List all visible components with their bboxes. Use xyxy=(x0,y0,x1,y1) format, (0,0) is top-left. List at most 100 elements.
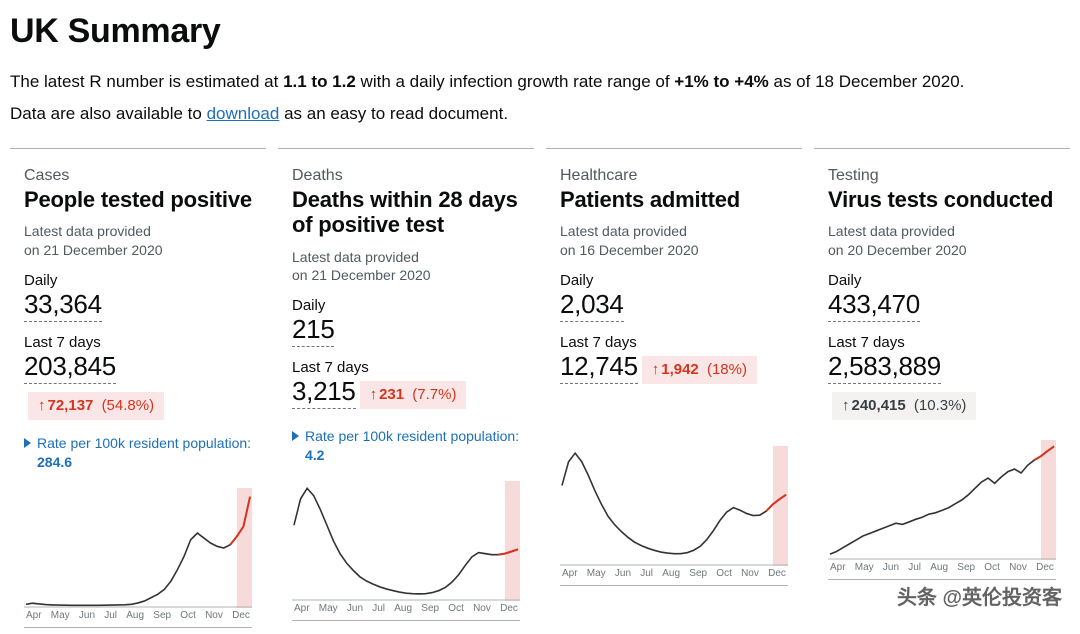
change-badge: ↑ 240,415 (10.3%) xyxy=(832,392,976,420)
card-divider xyxy=(292,616,520,621)
arrow-up-icon: ↑ xyxy=(38,397,46,414)
month-label: Sep xyxy=(421,603,439,614)
month-label: May xyxy=(51,610,70,621)
cards-row: Cases People tested positive Latest data… xyxy=(10,148,1070,634)
change-pct: (54.8%) xyxy=(102,397,155,414)
card-sub: Latest data provided on 21 December 2020 xyxy=(292,248,520,286)
rate-toggle[interactable]: Rate per 100k resident population: 284.6 xyxy=(24,434,252,472)
daily-value: 215 xyxy=(292,314,334,347)
month-label: Jun xyxy=(883,562,899,573)
month-label: May xyxy=(587,568,606,579)
sparkline-chart xyxy=(828,440,1056,560)
daily-label: Daily xyxy=(828,272,1056,289)
growth-rate: +1% to +4% xyxy=(674,72,769,91)
month-label: Aug xyxy=(394,603,412,614)
change-pct: (10.3%) xyxy=(914,397,967,414)
month-label: May xyxy=(855,562,874,573)
month-label: Jul xyxy=(104,610,117,621)
month-label: Sep xyxy=(689,568,707,579)
arrow-up-icon: ↑ xyxy=(652,361,660,378)
change-badge: ↑ 1,942 (18%) xyxy=(642,356,757,384)
arrow-up-icon: ↑ xyxy=(370,386,378,403)
month-label: Dec xyxy=(768,568,786,579)
month-label: Jul xyxy=(372,603,385,614)
month-label: Apr xyxy=(294,603,310,614)
month-label: Aug xyxy=(662,568,680,579)
card-title: Deaths within 28 days of positive test xyxy=(292,187,520,238)
card-divider xyxy=(828,575,1056,580)
intro-line-1: The latest R number is estimated at 1.1 … xyxy=(10,69,1070,95)
month-label: Jul xyxy=(908,562,921,573)
card-healthcare: Healthcare Patients admitted Latest data… xyxy=(546,148,802,634)
month-label: Jun xyxy=(615,568,631,579)
change-badge: ↑ 72,137 (54.8%) xyxy=(28,392,164,420)
card-sub: Latest data provided on 16 December 2020 xyxy=(560,222,788,260)
card-divider xyxy=(560,581,788,586)
daily-value: 2,034 xyxy=(560,289,624,322)
l7-value: 12,745 xyxy=(560,351,638,384)
daily-value: 433,470 xyxy=(828,289,920,322)
card-sub: Latest data provided on 21 December 2020 xyxy=(24,222,252,260)
month-label: Nov xyxy=(1009,562,1027,573)
month-label: Nov xyxy=(741,568,759,579)
watermark-text: 头条 @英伦投资客 xyxy=(897,581,1062,610)
card-category: Cases xyxy=(24,167,252,185)
month-label: Aug xyxy=(126,610,144,621)
month-label: Jun xyxy=(79,610,95,621)
l7-value: 203,845 xyxy=(24,351,116,384)
rate-label: Rate per 100k resident population: xyxy=(37,435,251,451)
change-value: 72,137 xyxy=(48,397,94,414)
l7-label: Last 7 days xyxy=(560,334,788,351)
month-label: Dec xyxy=(500,603,518,614)
intro-mid: with a daily infection growth rate range… xyxy=(356,72,674,91)
card-deaths: Deaths Deaths within 28 days of positive… xyxy=(278,148,534,634)
rate-text: Rate per 100k resident population: 4.2 xyxy=(305,427,520,465)
card-sub-2: on 16 December 2020 xyxy=(560,242,699,258)
card-category: Deaths xyxy=(292,167,520,185)
chart-xaxis: AprMayJunJulAugSepOctNovDec xyxy=(828,562,1056,573)
sparkline-chart xyxy=(292,481,520,601)
r-number: 1.1 to 1.2 xyxy=(283,72,356,91)
month-label: Apr xyxy=(830,562,846,573)
card-title: People tested positive xyxy=(24,187,252,212)
month-label: Apr xyxy=(26,610,42,621)
change-value: 1,942 xyxy=(661,361,699,378)
download-link[interactable]: download xyxy=(207,104,280,123)
daily-label: Daily xyxy=(560,272,788,289)
card-title: Virus tests conducted xyxy=(828,187,1056,212)
month-label: Apr xyxy=(562,568,578,579)
month-label: Sep xyxy=(153,610,171,621)
month-label: Aug xyxy=(930,562,948,573)
chart-xaxis: AprMayJunJulAugSepOctNovDec xyxy=(24,610,252,621)
change-pct: (7.7%) xyxy=(412,386,456,403)
change-value: 240,415 xyxy=(852,397,906,414)
l7-label: Last 7 days xyxy=(24,334,252,351)
intro-line-2: Data are also available to download as a… xyxy=(10,101,1070,127)
rate-value: 4.2 xyxy=(305,447,324,463)
card-divider xyxy=(24,623,252,628)
card-sub-1: Latest data provided xyxy=(560,223,687,239)
caret-right-icon xyxy=(24,438,31,448)
rate-toggle[interactable]: Rate per 100k resident population: 4.2 xyxy=(292,427,520,465)
card-sub-2: on 20 December 2020 xyxy=(828,242,967,258)
sparkline-chart xyxy=(560,446,788,566)
month-label: Dec xyxy=(232,610,250,621)
daily-value: 33,364 xyxy=(24,289,102,322)
caret-right-icon xyxy=(292,431,299,441)
month-label: Jun xyxy=(347,603,363,614)
sparkline-chart xyxy=(24,488,252,608)
card-category: Healthcare xyxy=(560,167,788,185)
card-testing: Testing Virus tests conducted Latest dat… xyxy=(814,148,1070,634)
month-label: Oct xyxy=(448,603,464,614)
l7-label: Last 7 days xyxy=(828,334,1056,351)
card-sub-1: Latest data provided xyxy=(828,223,955,239)
month-label: Sep xyxy=(957,562,975,573)
card-sub-2: on 21 December 2020 xyxy=(24,242,163,258)
change-value: 231 xyxy=(379,386,404,403)
rate-text: Rate per 100k resident population: 284.6 xyxy=(37,434,252,472)
card-title: Patients admitted xyxy=(560,187,788,212)
daily-label: Daily xyxy=(292,297,520,314)
card-sub: Latest data provided on 20 December 2020 xyxy=(828,222,1056,260)
rate-value: 284.6 xyxy=(37,454,72,470)
card-sub-1: Latest data provided xyxy=(292,249,419,265)
